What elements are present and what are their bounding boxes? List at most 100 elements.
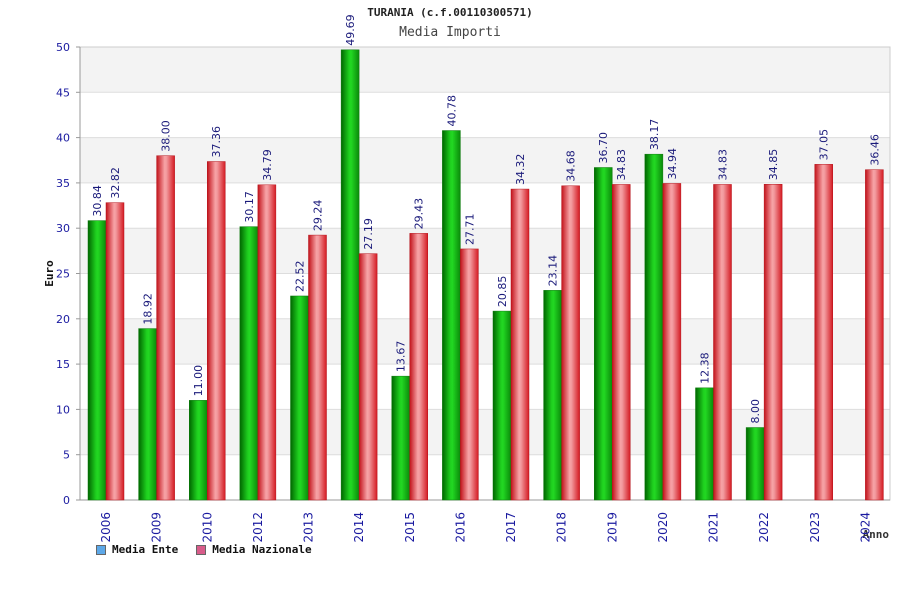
grid-band	[80, 92, 890, 138]
data-label-media-nazionale-2010: 37.36	[210, 126, 223, 158]
grid-band	[80, 47, 890, 93]
legend: Media Ente Media Nazionale	[96, 543, 312, 556]
bar-layer	[87, 49, 884, 501]
data-label-media-nazionale-2024: 36.46	[868, 134, 881, 166]
x-tick-label: 2020	[656, 512, 670, 543]
y-tick-label: 35	[56, 177, 70, 190]
axis-layer: 0 5 10 15 20 25 30 35 40 45 50 Euro Anno 2006 2009 2010…	[43, 41, 891, 543]
y-tick-label: 50	[56, 41, 70, 54]
bar-media-nazionale-2022	[763, 184, 783, 501]
bar-media-nazionale-2014	[358, 253, 378, 501]
legend-label-media-ente: Media Ente	[112, 543, 179, 556]
bar-media-nazionale-2006	[105, 202, 125, 501]
x-tick-label: 2006	[99, 512, 113, 543]
x-tick-label: 2024	[858, 512, 872, 543]
data-label-media-ente-2018: 23.14	[547, 255, 560, 287]
bar-media-ente-2010	[189, 400, 208, 501]
data-label-media-ente-2013: 22.52	[294, 260, 307, 292]
legend-label-media-nazionale: Media Nazionale	[212, 543, 312, 556]
bar-media-ente-2020	[644, 153, 664, 501]
data-label-media-nazionale-2017: 34.32	[514, 154, 527, 186]
data-label-media-nazionale-2021: 34.83	[717, 149, 730, 181]
bar-media-ente-2017	[492, 310, 512, 501]
bar-media-ente-2015	[391, 375, 410, 501]
data-label-media-ente-2009: 18.92	[142, 293, 155, 325]
bar-media-nazionale-2023	[814, 164, 833, 501]
bar-media-ente-2014	[340, 49, 360, 501]
legend-swatch-media-nazionale	[196, 544, 207, 555]
bar-media-nazionale-2010	[207, 161, 226, 501]
bar-media-nazionale-2018	[561, 185, 580, 501]
bar-media-nazionale-2024	[865, 169, 884, 501]
data-label-media-ente-2022: 8.00	[749, 399, 762, 424]
legend-item-media-nazionale: Media Nazionale	[196, 543, 312, 556]
y-tick-label: 10	[56, 403, 70, 416]
y-tick-label: 15	[56, 358, 70, 371]
y-axis-title: Euro	[43, 260, 56, 287]
x-tick-label: 2014	[352, 512, 366, 543]
bar-media-nazionale-2016	[460, 248, 479, 501]
data-label-media-nazionale-2015: 29.43	[413, 198, 426, 230]
data-label-media-nazionale-2018: 34.68	[565, 150, 578, 182]
data-label-media-nazionale-2020: 34.94	[666, 148, 679, 180]
y-tick-label: 25	[56, 268, 70, 281]
bar-media-nazionale-2012	[257, 184, 277, 501]
bar-media-ente-2016	[442, 130, 461, 501]
data-label-media-ente-2015: 13.67	[395, 341, 408, 373]
data-label-media-nazionale-2012: 34.79	[261, 149, 274, 181]
data-label-media-ente-2014: 49.69	[344, 14, 357, 46]
bar-media-ente-2009	[138, 328, 157, 501]
bar-media-ente-2022	[745, 427, 765, 501]
x-tick-label: 2022	[757, 512, 771, 543]
data-label-media-nazionale-2013: 29.24	[312, 200, 325, 232]
x-tick-label: 2021	[707, 512, 721, 543]
data-label-media-nazionale-2009: 38.00	[160, 120, 173, 152]
bar-media-ente-2019	[594, 167, 613, 501]
data-label-media-ente-2017: 20.85	[496, 276, 509, 308]
data-label-media-ente-2021: 12.38	[699, 352, 712, 384]
data-label-media-nazionale-2014: 27.19	[362, 218, 375, 250]
data-label-media-nazionale-2006: 32.82	[109, 167, 122, 199]
x-tick-label: 2017	[504, 512, 518, 543]
x-tick-label: 2013	[302, 512, 316, 543]
bar-media-ente-2012	[239, 226, 259, 501]
x-tick-label: 2012	[251, 512, 265, 543]
y-tick-label: 20	[56, 313, 70, 326]
y-tick-label: 45	[56, 86, 70, 99]
y-tick-label: 40	[56, 132, 70, 145]
bar-media-nazionale-2017	[510, 188, 530, 501]
label-layer: 30.84 32.82 18.92 38.00 11.00 37.36 30.17 34.79…	[91, 14, 881, 423]
x-axis-title: Anno	[863, 528, 890, 541]
chart-title: TURANIA (c.f.00110300571)	[367, 6, 533, 19]
data-label-media-nazionale-2023: 37.05	[818, 129, 831, 161]
x-tick-label: 2019	[605, 512, 619, 543]
bar-media-nazionale-2013	[308, 234, 327, 501]
bar-media-nazionale-2015	[409, 233, 428, 501]
x-tick-label: 2018	[555, 512, 569, 543]
data-label-media-ente-2016: 40.78	[445, 95, 458, 127]
legend-item-media-ente: Media Ente	[96, 543, 178, 556]
x-tick-label: 2009	[150, 512, 164, 543]
bar-media-ente-2018	[543, 290, 562, 501]
data-label-media-ente-2012: 30.17	[243, 191, 256, 223]
data-label-media-ente-2010: 11.00	[192, 365, 205, 397]
data-label-media-nazionale-2016: 27.71	[463, 213, 476, 245]
y-tick-label: 0	[63, 494, 70, 507]
data-label-media-nazionale-2022: 34.85	[767, 149, 780, 181]
bar-media-nazionale-2019	[612, 184, 631, 501]
data-label-media-ente-2006: 30.84	[91, 185, 104, 217]
x-tick-label: 2015	[403, 512, 417, 543]
data-label-media-ente-2019: 36.70	[597, 132, 610, 164]
chart-subtitle: Media Importi	[399, 25, 501, 40]
y-tick-label: 30	[56, 222, 70, 235]
bar-media-ente-2013	[290, 295, 309, 501]
bar-media-ente-2006	[87, 220, 107, 501]
y-tick-label: 5	[63, 449, 70, 462]
bar-media-nazionale-2020	[662, 183, 682, 501]
bar-media-ente-2021	[695, 387, 714, 501]
data-label-media-ente-2020: 38.17	[648, 119, 661, 151]
x-tick-label: 2010	[200, 512, 214, 543]
x-tick-label: 2023	[808, 512, 822, 543]
